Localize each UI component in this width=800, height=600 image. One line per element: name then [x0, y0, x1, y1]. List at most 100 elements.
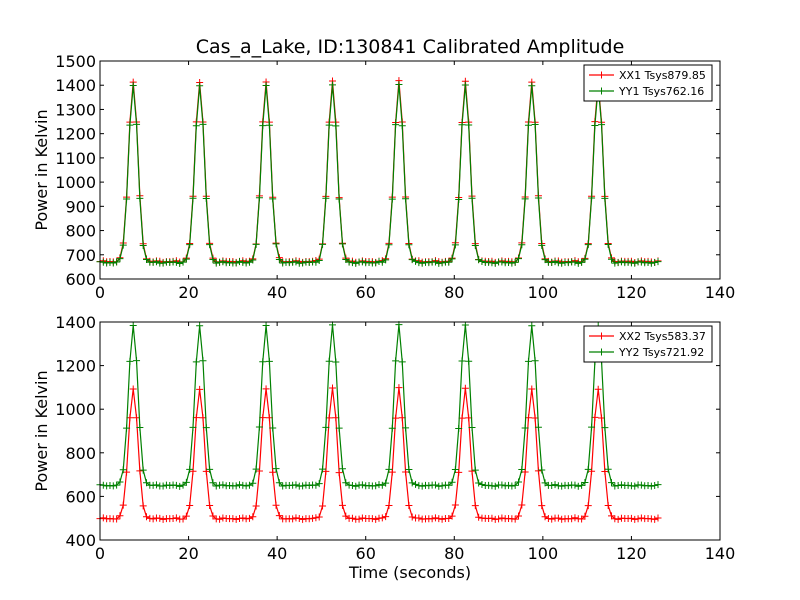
data-point [143, 513, 150, 521]
data-point [149, 515, 157, 523]
data-point [528, 385, 536, 393]
data-point [431, 514, 439, 522]
data-point [133, 120, 141, 128]
data-point [136, 424, 144, 431]
data-point [395, 81, 403, 89]
data-point [498, 258, 506, 266]
data-point [544, 514, 552, 522]
y-tick-label: 1400 [55, 76, 96, 95]
data-point [405, 502, 413, 510]
data-point [415, 482, 423, 490]
x-tick-label: 20 [178, 544, 198, 563]
data-point [564, 482, 572, 490]
data-point [647, 482, 655, 490]
data-point [518, 465, 526, 473]
data-point [568, 515, 576, 523]
data-point [119, 466, 127, 474]
data-point [524, 357, 532, 365]
data-point [375, 481, 383, 489]
data-point [528, 322, 536, 330]
data-point [358, 481, 366, 489]
data-point [139, 466, 147, 474]
data-point [352, 259, 360, 267]
y-tick-label: 1000 [55, 400, 96, 419]
data-point [312, 481, 320, 489]
data-point [558, 259, 566, 267]
data-point [468, 423, 476, 431]
data-point [312, 258, 320, 266]
data-point [216, 515, 224, 523]
data-point [209, 256, 217, 264]
x-tick-label: 80 [444, 544, 464, 563]
data-point [315, 256, 323, 264]
data-point [505, 481, 513, 489]
data-point [538, 502, 546, 510]
data-point [229, 515, 237, 523]
data-point [588, 423, 596, 431]
data-point [598, 121, 606, 129]
data-point [212, 482, 220, 490]
series-2-group [96, 81, 662, 267]
data-point [335, 195, 343, 203]
data-point [388, 195, 396, 203]
data-point [651, 515, 659, 523]
data-point [402, 424, 410, 432]
x-tick-label: 120 [616, 544, 647, 563]
data-point [415, 259, 423, 267]
data-point [149, 258, 157, 266]
data-point [116, 255, 124, 263]
data-point [531, 357, 539, 365]
data-point [581, 479, 589, 487]
data-point [179, 515, 187, 523]
data-point [571, 514, 579, 522]
data-point [242, 482, 250, 490]
data-point [182, 255, 190, 263]
x-axis-label: Time (seconds) [348, 563, 471, 582]
data-point [524, 121, 532, 129]
data-point [265, 121, 273, 129]
data-point [515, 512, 522, 520]
data-point [498, 481, 506, 489]
data-point [412, 480, 420, 488]
data-point [239, 514, 247, 522]
data-point [541, 513, 549, 521]
data-point [245, 514, 253, 522]
data-point [232, 515, 240, 523]
chart-title: Cas_a_Lake, ID:130841 Calibrated Amplitu… [196, 36, 625, 58]
data-point [402, 195, 410, 203]
data-point [192, 358, 200, 366]
data-point [571, 258, 579, 266]
data-point [505, 258, 513, 266]
data-point [581, 255, 589, 263]
data-point [564, 259, 572, 267]
data-point [365, 481, 373, 489]
data-point [295, 514, 303, 522]
data-point [299, 482, 307, 490]
y-tick-label: 1200 [55, 357, 96, 376]
data-point [435, 515, 443, 523]
top-plot: 0 20 40 60 80 100 120 140 600 700 800 900 1000 1100 12… [32, 52, 735, 302]
data-point [186, 241, 194, 249]
data-point [584, 465, 592, 473]
data-point [515, 255, 522, 263]
data-point [534, 194, 542, 202]
data-point [571, 481, 579, 489]
data-point [458, 121, 466, 129]
data-point [352, 482, 360, 490]
data-point [461, 81, 469, 89]
data-point [315, 513, 323, 521]
data-point [289, 515, 297, 523]
y-tick-label: 1100 [55, 149, 96, 168]
data-point [109, 482, 117, 490]
data-point [255, 423, 263, 431]
data-point [186, 502, 194, 510]
y-tick-label: 800 [65, 444, 96, 463]
data-point [129, 82, 137, 89]
data-point [159, 515, 167, 523]
x-tick-label: 40 [267, 283, 287, 302]
data-point [275, 255, 283, 263]
data-point [471, 466, 479, 474]
data-point [249, 256, 257, 264]
data-point [574, 259, 582, 267]
